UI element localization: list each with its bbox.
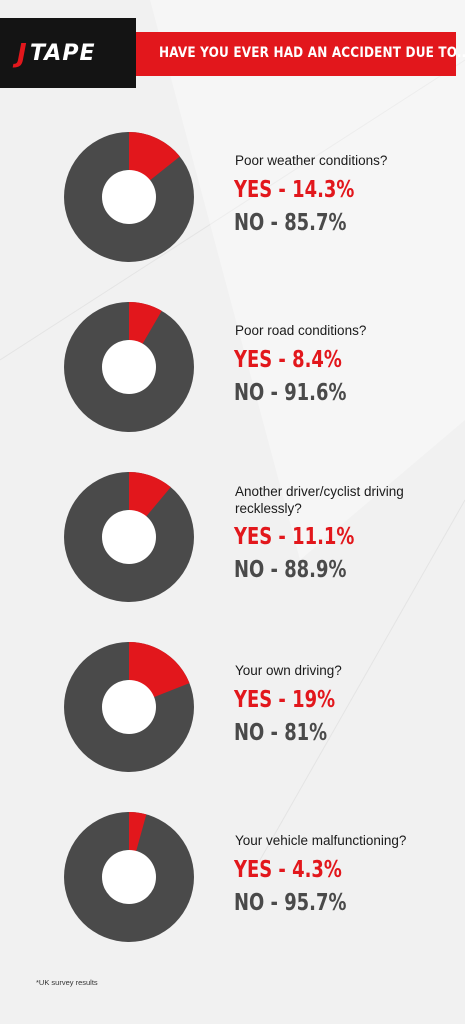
no-label: NO - 91.6% [234,380,347,406]
no-label: NO - 81% [234,720,328,746]
chart-item: Your own driving? YES - 19% NO - 81% [0,640,465,800]
footnote: *UK survey results [36,978,98,987]
donut-hole [102,510,156,564]
no-label: NO - 95.7% [234,890,347,916]
donut-hole [102,340,156,394]
yes-label: YES - 4.3% [234,857,342,883]
question-label: Poor weather conditions? [235,153,388,168]
donut-hole [102,680,156,734]
donut-chart [64,302,194,432]
donut-hole [102,850,156,904]
donut-chart [64,132,194,262]
brand-logo: TAPE [30,41,96,66]
question-label: Poor road conditions? [235,323,367,338]
logo-panel [0,18,136,88]
chart-item: Another driver/cyclist driving recklessl… [0,470,465,630]
donut-hole [102,170,156,224]
chart-item: Poor weather conditions? YES - 14.3% NO - … [0,130,465,290]
logo-j-mark: J [17,39,27,69]
yes-label: YES - 14.3% [234,177,355,203]
donut-chart [64,812,194,942]
chart-item: Poor road conditions? YES - 8.4% NO - 91.6… [0,300,465,460]
donut-chart [64,642,194,772]
question-label: Your own driving? [235,663,342,678]
yes-label: YES - 11.1% [234,524,355,550]
title-banner [136,32,456,76]
yes-label: YES - 8.4% [234,347,342,373]
yes-label: YES - 19% [234,687,336,713]
no-label: NO - 85.7% [234,210,347,236]
question-label: Your vehicle malfunctioning? [235,833,407,848]
no-label: NO - 88.9% [234,557,347,583]
page-title: HAVE YOU EVER HAD AN ACCIDENT DUE TO... [159,45,465,61]
donut-chart [64,472,194,602]
chart-item: Your vehicle malfunctioning? YES - 4.3% NO… [0,810,465,970]
question-label: Another driver/cyclist driving recklessl… [235,484,404,516]
